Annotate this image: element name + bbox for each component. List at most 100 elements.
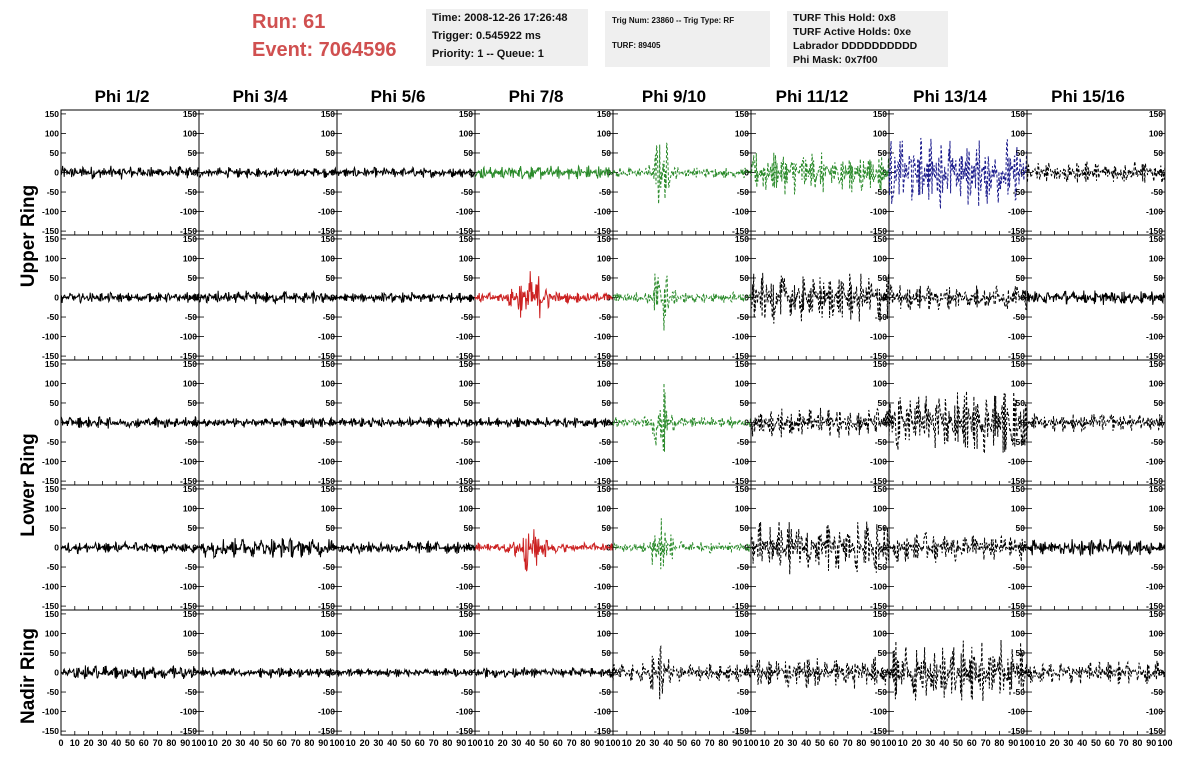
x-tick-label: 10 (622, 738, 632, 748)
waveform-trace-r4-c4 (474, 529, 614, 572)
y-tick-label: -100 (180, 582, 197, 592)
y-tick-label: 50 (1154, 398, 1164, 408)
y-tick-label: 50 (326, 148, 336, 158)
waveform-trace-r1-c5 (612, 142, 752, 204)
y-tick-label: 100 (1149, 128, 1163, 138)
y-tick-label: -150 (870, 476, 887, 486)
y-tick-label: -100 (180, 207, 197, 217)
y-tick-label: -100 (870, 707, 887, 717)
y-tick-label: 100 (1149, 378, 1163, 388)
y-tick-label: -150 (732, 226, 749, 236)
y-tick-label: -150 (594, 351, 611, 361)
x-tick-label: 20 (84, 738, 94, 748)
y-tick-label: 50 (602, 398, 612, 408)
y-tick-label: 50 (878, 398, 888, 408)
y-tick-label: 150 (735, 359, 749, 369)
y-tick-label: -100 (1146, 207, 1163, 217)
x-tick-label: 50 (263, 738, 273, 748)
y-tick-label: -150 (456, 601, 473, 611)
y-tick-label: 150 (1149, 359, 1163, 369)
y-tick-label: 100 (1149, 503, 1163, 513)
y-tick-label: 50 (1016, 523, 1026, 533)
y-tick-label: -100 (42, 582, 59, 592)
y-tick-label: 150 (735, 484, 749, 494)
x-tick-label: 40 (1077, 738, 1087, 748)
y-tick-label: 50 (1016, 273, 1026, 283)
y-tick-label: -50 (461, 562, 474, 572)
y-tick-label: 150 (735, 609, 749, 619)
y-tick-label: 0 (1158, 668, 1163, 678)
y-tick-label: -50 (323, 437, 336, 447)
column-header-phi-5-6: Phi 5/6 (370, 87, 426, 106)
x-tick-label: 90 (732, 738, 742, 748)
x-tick-label: 50 (953, 738, 963, 748)
y-tick-label: 50 (464, 398, 474, 408)
x-tick-label: 60 (553, 738, 563, 748)
x-tick-label: 30 (511, 738, 521, 748)
column-header-phi-7-8: Phi 7/8 (508, 87, 564, 106)
y-tick-label: 100 (873, 628, 887, 638)
y-tick-label: -50 (185, 687, 198, 697)
x-tick-label: 90 (318, 738, 328, 748)
y-tick-label: 150 (735, 234, 749, 244)
y-tick-label: 100 (597, 128, 611, 138)
x-tick-label: 20 (498, 738, 508, 748)
y-tick-label: -50 (875, 187, 888, 197)
y-tick-label: -150 (42, 726, 59, 736)
y-tick-label: 150 (321, 609, 335, 619)
y-tick-label: -150 (732, 726, 749, 736)
y-tick-label: 50 (188, 148, 198, 158)
y-tick-label: 50 (188, 273, 198, 283)
y-tick-label: 0 (54, 168, 59, 178)
y-tick-label: 100 (597, 378, 611, 388)
y-tick-label: -150 (42, 351, 59, 361)
y-tick-label: 100 (735, 128, 749, 138)
waveform-trace-r1-c6 (750, 152, 890, 195)
event-label: Event: 7064596 (252, 39, 397, 61)
x-tick-label: 100 (881, 738, 896, 748)
y-tick-label: -100 (870, 207, 887, 217)
trig-num-text: Trig Num: 23860 -- Trig Type: RF (612, 16, 735, 25)
y-tick-label: 100 (1011, 503, 1025, 513)
turf-text: TURF: 89405 (612, 41, 661, 50)
y-tick-label: -100 (732, 332, 749, 342)
y-tick-label: -100 (1146, 582, 1163, 592)
labrador-text: Labrador DDDDDDDDDD (793, 40, 918, 52)
y-tick-label: -50 (1151, 312, 1164, 322)
y-tick-label: -100 (1008, 207, 1025, 217)
y-tick-label: 150 (873, 359, 887, 369)
y-tick-label: 150 (45, 609, 59, 619)
y-tick-label: 100 (597, 628, 611, 638)
x-tick-label: 10 (484, 738, 494, 748)
waveform-trace-r4-c1 (60, 540, 200, 555)
y-tick-label: -50 (323, 562, 336, 572)
y-tick-label: -150 (318, 726, 335, 736)
turf-info-box: TURF This Hold: 0x8 TURF Active Holds: 0… (787, 11, 948, 67)
y-tick-label: 150 (45, 234, 59, 244)
y-tick-label: -100 (42, 207, 59, 217)
waveform-trace-r2-c3 (336, 291, 476, 304)
x-tick-label: 30 (925, 738, 935, 748)
x-tick-label: 70 (843, 738, 853, 748)
y-tick-label: -150 (1008, 601, 1025, 611)
y-tick-label: -50 (185, 187, 198, 197)
y-tick-label: -100 (42, 332, 59, 342)
y-tick-label: -100 (594, 582, 611, 592)
y-tick-label: -100 (318, 207, 335, 217)
y-tick-label: 50 (188, 523, 198, 533)
x-tick-label: 50 (539, 738, 549, 748)
x-tick-label: 60 (1105, 738, 1115, 748)
x-tick-label: 30 (97, 738, 107, 748)
y-tick-label: -100 (318, 457, 335, 467)
y-tick-label: -100 (456, 207, 473, 217)
x-tick-label: 70 (429, 738, 439, 748)
y-tick-label: 0 (744, 543, 749, 553)
x-tick-label: 90 (180, 738, 190, 748)
y-tick-label: 150 (1011, 609, 1025, 619)
y-tick-label: -50 (461, 312, 474, 322)
y-tick-label: 50 (1016, 398, 1026, 408)
waveform-trace-r4-c3 (336, 540, 476, 556)
y-tick-label: -150 (870, 226, 887, 236)
y-tick-label: -50 (1013, 437, 1026, 447)
